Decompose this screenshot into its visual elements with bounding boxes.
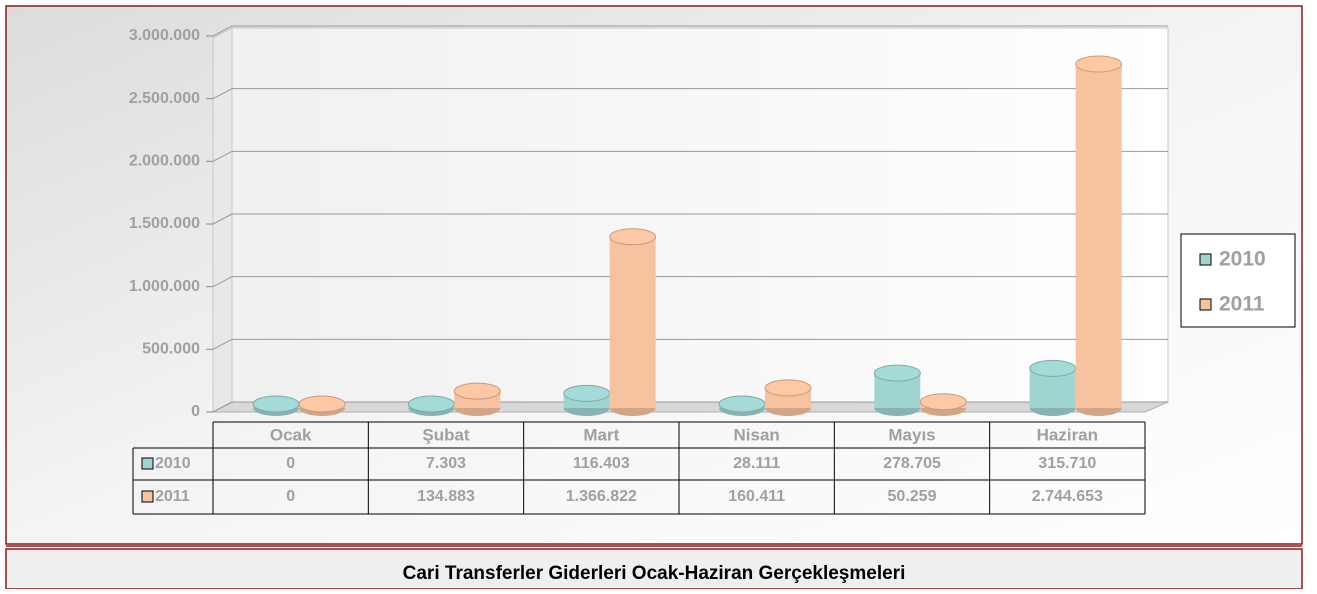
grid-line	[212, 25, 233, 37]
bar-top	[252, 395, 300, 413]
data-label: 134.883	[417, 488, 475, 505]
bar-top	[609, 228, 657, 246]
back-wall	[231, 27, 1169, 403]
bar-top	[919, 393, 967, 411]
x-tick-label: Ocak	[270, 425, 312, 444]
data-label: 0	[286, 455, 295, 472]
y-tick-label: 2.000.000	[129, 153, 200, 170]
data-label: 1.366.822	[566, 488, 637, 505]
data-label: 0	[286, 488, 295, 505]
grid-line	[212, 338, 233, 350]
bar-top	[563, 384, 611, 402]
x-tick-label: Şubat	[422, 425, 470, 444]
legend	[1180, 233, 1296, 328]
bar-top	[873, 364, 921, 382]
y-tick-label: 0	[191, 403, 200, 420]
data-label: 315.710	[1038, 455, 1096, 472]
bar	[1075, 64, 1122, 409]
data-label: 28.111	[733, 455, 780, 472]
x-tick-label: Mayıs	[888, 425, 935, 444]
bar-top	[453, 382, 501, 400]
y-tick-label: 1.000.000	[129, 278, 200, 295]
y-tick-label: 1.500.000	[129, 215, 200, 232]
data-label: 7.303	[426, 455, 466, 472]
side-wall	[212, 27, 233, 413]
x-tick-label: Haziran	[1037, 425, 1098, 444]
bar	[609, 236, 656, 408]
data-label: 116.403	[573, 455, 630, 472]
bar-top	[764, 379, 812, 397]
legend-label: 2011	[1219, 293, 1265, 316]
grid-line	[212, 88, 233, 100]
floor	[212, 401, 1169, 413]
legend-swatch	[1199, 253, 1212, 266]
grid-line	[212, 401, 233, 413]
y-tick-label: 2.500.000	[129, 90, 200, 107]
table-series-name: 2010	[155, 455, 191, 472]
x-tick-label: Mart	[583, 425, 619, 444]
bar-top	[718, 395, 766, 413]
bar-top	[1029, 359, 1077, 377]
grid-line	[212, 150, 233, 162]
legend-swatch	[1199, 298, 1212, 311]
data-label: 160.411	[728, 488, 785, 505]
grid-line	[212, 276, 233, 288]
data-label: 50.259	[888, 488, 937, 505]
bar-top	[298, 395, 346, 413]
chart-title: Cari Transferler Giderleri Ocak-Haziran …	[403, 563, 906, 584]
x-tick-label: Nisan	[734, 425, 780, 444]
legend-label: 2010	[1219, 248, 1266, 271]
y-tick-label: 500.000	[142, 341, 200, 358]
data-label: 2.744.653	[1032, 488, 1103, 505]
table-swatch	[141, 457, 154, 470]
data-label: 278.705	[883, 455, 941, 472]
table-series-name: 2011	[155, 488, 190, 505]
table-swatch	[141, 490, 154, 503]
bar-top	[407, 395, 455, 413]
y-tick-label: 3.000.000	[129, 27, 200, 44]
bar-top	[1075, 55, 1123, 73]
grid-line	[212, 213, 233, 225]
